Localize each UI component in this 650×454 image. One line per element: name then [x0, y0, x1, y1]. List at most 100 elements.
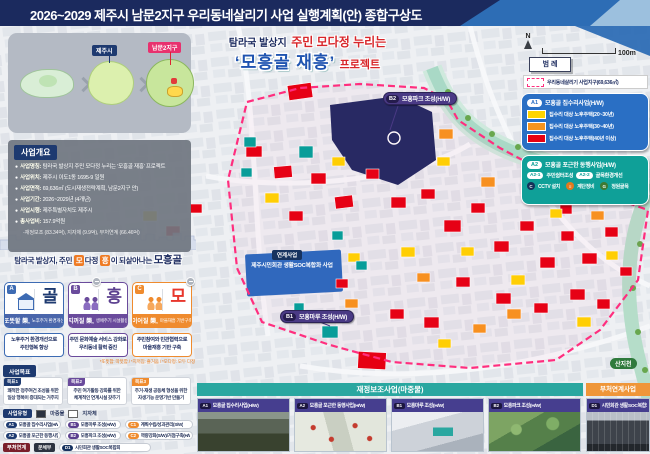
bottom-card-d1: D1 시민회관 생활SOC복합화 — [586, 398, 650, 452]
parcel-civic-hall — [245, 249, 343, 297]
legend-a1-box: A1 모흥골 집수리사업(H/W) 집수리 대상 노후주택(20~30년) 집수… — [521, 93, 649, 151]
district-boundary — [226, 82, 650, 370]
slogan-line1-navy: 탐라국 발상지 — [228, 38, 287, 49]
swatch-orange — [527, 122, 546, 131]
photo-house-repair — [198, 412, 289, 451]
project-pill-d1: D1 시민회관 생활SOC복합화 — [59, 443, 152, 452]
overview-item: ● 사업시행: 제주특별자치도 제주시 — [15, 208, 93, 214]
garden-icon: G — [600, 182, 609, 190]
bottom-card-a1: A1 모흥골 집수리사업(H/W) — [197, 398, 290, 452]
card-tagline: 지꺼질 樂, 생애주기 시설활용 — [69, 314, 127, 327]
overview-title-badge: 사업개요 — [14, 145, 58, 160]
strategy-card-a: A 골 또뜻할 樂, 노후주거 환경개선 — [4, 282, 64, 328]
project-type-legend: 사업유형 마중물 지자체 — [3, 409, 97, 418]
people-singing-icon — [82, 296, 100, 310]
a1-code-chip: A1 — [527, 98, 543, 107]
strategy-desc-a: 노후주거 환경개선으로 주민행복 향상 — [4, 333, 64, 357]
project-overview-panel: 사업개요 ● 사업명칭: 탐라국 발상지 주민 모다정 누리는 '모흥골 재흥'… — [8, 140, 191, 252]
scale-bar-line — [542, 47, 616, 54]
pin-icon — [186, 277, 195, 286]
project-pill-c1: C1 계획수립/성과관리(S/W) — [125, 420, 193, 429]
legend-district-row: 우리동네살리기 사업지구(69,636㎡) — [523, 75, 648, 89]
district-legend-label: 우리동네살리기 사업지구(69,636㎡) — [547, 79, 619, 86]
legend-row: 집수리 대상 노후주택(30~40년) — [527, 122, 643, 131]
overview-item: ● 사업면적: 69,636㎡ (도시재생전략계획, 남문2지구 안) — [15, 186, 139, 192]
render-civic-hall — [587, 412, 649, 451]
location-maps-panel: 제주시 남문2지구 — [8, 33, 194, 133]
project-pill-a1: A1 모흥골 집수리사업(H/W) — [3, 420, 61, 429]
bottom-card-b1: B1 모흥마루 조성(H/W) — [391, 398, 484, 452]
render-mohong-maru — [392, 412, 483, 451]
project-pill-b1: B1 모흥마루 조성(H/W) — [65, 420, 121, 429]
overview-item: ● 사업명칭: 탐라국 발상지 주민 모다정 누리는 '모흥골 재흥' 프로젝트 — [15, 164, 166, 170]
house-icon — [17, 293, 35, 310]
card-tagline: 이어질 樂, 마을재흥 기반구축 — [133, 314, 191, 327]
render-mohong-park — [489, 412, 580, 451]
handshake-icon — [146, 296, 164, 310]
project-slogan: 탐라국 발상지 주민 모다정 누리는 ‘모흥골 재흥’ 프로젝트 — [200, 32, 415, 74]
goal-box-1: 목표1 쾌적한 정주여건 조성을 위한 일상 행복이 증대되는 거주지 — [3, 377, 63, 405]
a2-title: 모흥골 포근한 동행사업(H/W) — [545, 163, 616, 169]
swatch-yellow — [527, 110, 546, 119]
repair-target-lots — [142, 82, 633, 371]
civic-hall-label: 제주시민회관 생활SOC복합화 사업 — [251, 263, 333, 269]
jeju-city-area — [39, 75, 57, 87]
cctv-icon: C — [527, 182, 535, 190]
card-letter: 골 — [42, 287, 58, 306]
linked-projects-header: 부처연계사업 — [586, 383, 650, 396]
bottom-card-b2: B2 모흥파크 조성(H/W) — [488, 398, 581, 452]
goal-box-3: 목표3 주거·재생 공동체 형성을 위한 자생기능 운영기반 만들기 — [131, 377, 191, 405]
legend-row: 집수리 대상 노후주택(20~30년) — [527, 110, 643, 119]
overview-item: ● 사업기간: 2026~2029년 (4개년) — [15, 197, 91, 203]
dialect-footnote: *또뜻함: 따뜻함 / *지꺼짐: 즐거움 / *모다정: 모두 다정 — [99, 359, 195, 364]
strategy-desc-c: 주민참여와 민관협력으로 마을재흥 기반 구축 — [132, 333, 192, 357]
scale-bar: 100m — [542, 42, 642, 60]
a1-title: 모흥골 집수리사업(H/W) — [545, 101, 604, 107]
zone-highlight — [167, 86, 183, 97]
highlight-heung: 흥 — [100, 255, 111, 266]
slogan-line2-red: 프로젝트 — [339, 59, 381, 71]
swatch-local-gov — [68, 409, 79, 418]
district-label-chip: 남문2지구 — [148, 42, 182, 53]
goal-box-2: 목표2 주민 여가활동 강화를 위한 체계적인 연계시설 갖추기 — [67, 377, 127, 405]
page-title: 2026~2029 제주시 남문2지구 우리동네살리기 사업 실행계획(안) 종… — [30, 8, 422, 23]
slogan-line2-blue: ‘모흥골 재흥’ — [234, 53, 336, 72]
header-bar: 2026~2029 제주시 남문2지구 우리동네살리기 사업 실행계획(안) 종… — [0, 0, 650, 26]
legend-row: 집수리 대상 노후주택(40년 이상) — [527, 134, 643, 143]
pin-icon — [92, 277, 101, 286]
overview-list: ● 사업명칭: 탐라국 발상지 주민 모다정 누리는 '모흥골 재흥' 프로젝트… — [15, 162, 187, 238]
divider — [98, 289, 99, 311]
north-arrow: N — [521, 33, 535, 49]
district-zoom-map — [146, 59, 194, 107]
main-projects-header: 재정보조사업(마중물) — [197, 383, 583, 396]
stairs-icon: ≡ — [566, 182, 575, 190]
city-label-chip: 제주시 — [92, 45, 117, 56]
overview-item: ● 사업위치: 제주시 이도1동 1695-9 일원 — [15, 175, 105, 181]
b1-map-badge: B1 모흥마루 조성(H/W) — [280, 310, 355, 323]
b2-map-badge: B2 모흥파크 조성(H/W) — [383, 92, 458, 105]
linked-ministry-row: 부처연계 문체부 D1 시민회관 생활SOC복합화 — [3, 443, 152, 452]
card-tagline: 또뜻할 樂, 노후주거 환경개선 — [5, 314, 63, 327]
divider — [34, 289, 35, 311]
legend-a2-box: A2 모흥골 포근한 동행사업(H/W) A2-1 주민쉼터조성 A2-2 골목환경… — [521, 155, 649, 205]
legend-sub-row: A2-1 주민쉼터조성 A2-2 골목환경개선 — [527, 172, 643, 179]
overview-budget-note: -재정보조 (83.34억), 지자체 (9.9억), 부처연계 (66.46억… — [23, 230, 140, 236]
swatch-red — [527, 134, 546, 143]
zone-marker — [171, 78, 177, 84]
ministry-chip: 문체부 — [34, 443, 56, 452]
strategy-card-b: B 흥 지꺼질 樂, 생애주기 시설활용 — [68, 282, 128, 328]
goals-section-label: 사업목표 — [3, 365, 37, 377]
linked-project-chip: 연계사업 — [272, 250, 303, 260]
strategy-desc-b: 주민 문화예술 서비스 강화로 우리동네 활력 증진 — [68, 333, 128, 357]
strategy-card-c: C 모 이어질 樂, 마을재흥 기반구축 — [132, 282, 192, 328]
parcel-mohong-park — [330, 96, 436, 185]
swatch-seed-fund — [36, 409, 47, 418]
overview-item: ● 총사업비: 157.9억원 — [15, 219, 66, 225]
project-pill-b2: B2 모흥파크 조성(H/W) — [65, 431, 121, 440]
divider — [162, 289, 163, 311]
project-pill-c2: C2 역량강화(S/W)/거점구축(H/W) — [125, 431, 193, 440]
legend-title-box: 범 례 — [529, 57, 571, 72]
jeju-island-map — [20, 69, 74, 98]
